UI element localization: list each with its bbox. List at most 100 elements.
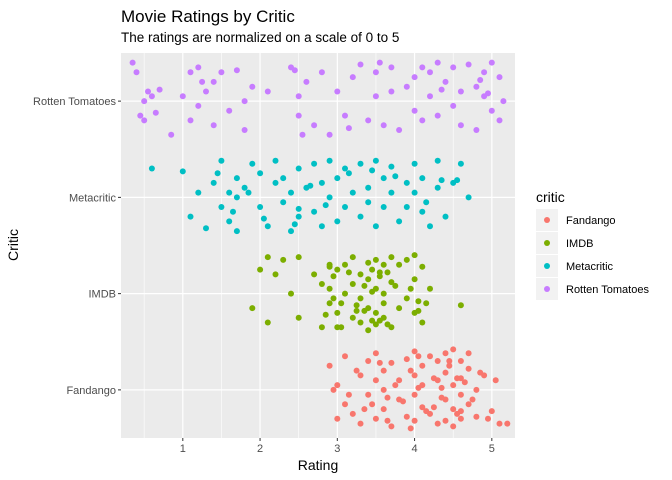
point-rotten-tomatoes [434, 112, 441, 119]
point-imdb [411, 276, 418, 283]
x-tick-label: 2 [257, 443, 263, 455]
point-metacritic [260, 215, 267, 222]
point-fandango [434, 420, 441, 427]
point-imdb [342, 290, 348, 297]
point-fandango [403, 356, 410, 363]
point-imdb [349, 254, 356, 261]
point-rotten-tomatoes [199, 78, 206, 85]
x-tick-label: 5 [489, 443, 495, 455]
point-fandango [353, 367, 360, 374]
point-fandango [349, 410, 356, 417]
point-imdb [264, 319, 271, 326]
point-rotten-tomatoes [496, 117, 503, 124]
point-metacritic [369, 167, 376, 174]
point-fandango [384, 417, 391, 424]
point-metacritic [427, 223, 433, 230]
point-fandango [430, 404, 437, 411]
point-rotten-tomatoes [376, 59, 383, 66]
point-metacritic [326, 194, 333, 201]
point-metacritic [438, 177, 445, 184]
point-rotten-tomatoes [218, 69, 225, 76]
point-imdb [388, 254, 395, 261]
point-metacritic [411, 189, 418, 196]
point-imdb [403, 256, 410, 263]
legend: critic Fandango IMDB Metacritic Rotten Toma… [536, 189, 649, 300]
point-metacritic [380, 175, 387, 182]
point-rotten-tomatoes [419, 117, 426, 124]
point-metacritic [403, 179, 410, 186]
point-rotten-tomatoes [233, 67, 240, 74]
point-rotten-tomatoes [438, 86, 445, 93]
legend-label: Rotten Tomatoes [566, 284, 649, 296]
plot-panel [121, 53, 515, 438]
point-imdb [357, 319, 364, 326]
point-metacritic [272, 157, 279, 164]
point-rotten-tomatoes [427, 69, 433, 76]
point-imdb [415, 298, 422, 305]
point-imdb [372, 256, 379, 263]
point-imdb [415, 307, 422, 314]
point-metacritic [442, 213, 449, 220]
point-metacritic [218, 204, 225, 210]
point-rotten-tomatoes [129, 59, 136, 66]
point-imdb [295, 314, 302, 321]
point-imdb [334, 309, 341, 316]
point-rotten-tomatoes [249, 83, 256, 90]
point-metacritic [179, 168, 186, 175]
point-fandango [372, 350, 379, 357]
point-fandango [357, 372, 364, 379]
point-metacritic [311, 160, 318, 167]
point-rotten-tomatoes [241, 127, 248, 133]
data-points [129, 59, 511, 432]
point-fandango [457, 415, 464, 422]
point-metacritic [349, 189, 356, 196]
point-fandango [438, 384, 445, 391]
point-fandango [396, 377, 403, 384]
point-fandango [361, 406, 368, 413]
chart-subtitle: The ratings are normalized on a scale of… [121, 30, 399, 45]
point-fandango [465, 401, 472, 408]
point-rotten-tomatoes [419, 64, 426, 71]
point-imdb [326, 300, 333, 307]
point-imdb [380, 261, 387, 268]
point-imdb [326, 285, 333, 292]
point-fandango [473, 386, 480, 393]
point-fandango [442, 417, 449, 424]
legend-label: Fandango [566, 215, 616, 227]
point-rotten-tomatoes [372, 69, 379, 76]
point-imdb [357, 271, 364, 278]
point-imdb [353, 307, 360, 314]
point-fandango [388, 423, 395, 430]
point-fandango [450, 406, 457, 413]
point-metacritic [322, 202, 329, 209]
point-rotten-tomatoes [187, 117, 194, 124]
point-metacritic [187, 213, 194, 220]
point-rotten-tomatoes [342, 112, 348, 119]
point-fandango [427, 353, 433, 360]
point-metacritic [257, 170, 264, 177]
point-rotten-tomatoes [488, 59, 495, 66]
point-metacritic [233, 194, 240, 201]
legend-key-marker [544, 217, 550, 223]
point-imdb [264, 254, 271, 261]
point-fandango [330, 386, 337, 393]
legend-label: IMDB [566, 238, 594, 250]
point-fandango [504, 420, 511, 427]
point-fandango [450, 346, 457, 353]
point-metacritic [357, 160, 364, 167]
point-fandango [357, 420, 364, 427]
point-rotten-tomatoes [465, 61, 472, 68]
point-fandango [369, 401, 376, 408]
x-axis-title: Rating [298, 457, 338, 473]
point-imdb [311, 271, 318, 278]
point-metacritic [403, 204, 410, 210]
point-metacritic [245, 189, 252, 196]
point-metacritic [380, 204, 387, 210]
point-fandango [326, 362, 333, 369]
point-imdb [369, 288, 376, 295]
point-imdb [295, 254, 302, 261]
point-imdb [357, 295, 364, 302]
point-imdb [322, 311, 329, 318]
point-fandango [457, 408, 464, 415]
